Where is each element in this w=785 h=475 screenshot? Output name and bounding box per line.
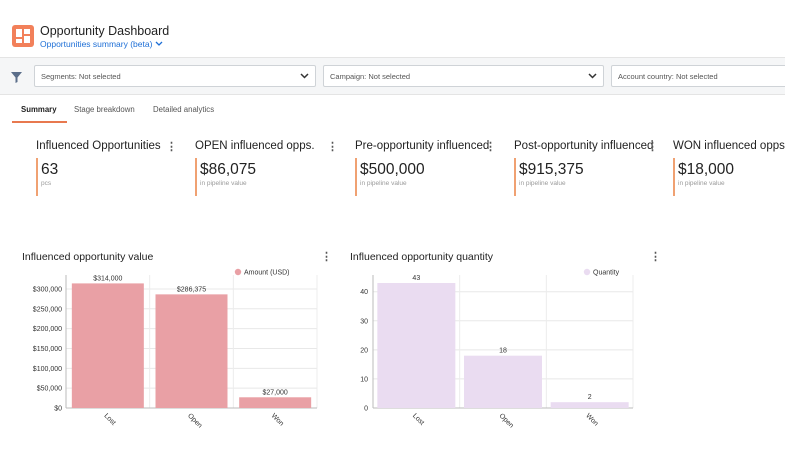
- bar-lost: [377, 283, 456, 408]
- tab-summary[interactable]: Summary: [21, 105, 57, 114]
- tab-detailed-analytics[interactable]: Detailed analytics: [153, 105, 215, 114]
- kpi-title: WON influenced opps.: [673, 140, 785, 152]
- view-selector-label: Opportunities summary (beta): [40, 39, 153, 49]
- segments-select[interactable]: Segments: Not selected: [34, 65, 316, 87]
- y-tick-label: 20: [360, 347, 368, 354]
- kpi-accent-bar: [195, 158, 197, 196]
- dashboard-icon: [12, 25, 34, 47]
- bar-won: [550, 402, 629, 408]
- kpi-unit: in pipeline value: [360, 180, 407, 187]
- y-tick-label: $100,000: [33, 366, 62, 373]
- kpi-influenced-opportunities: Influenced Opportunities ⋮ 63 pcs: [36, 140, 186, 200]
- x-tick-label: Won: [584, 412, 599, 427]
- y-tick-label: $50,000: [37, 386, 62, 393]
- account-country-select[interactable]: Account country: Not selected: [611, 65, 785, 87]
- y-tick-label: $250,000: [33, 306, 62, 313]
- kpi-open-influenced: OPEN influenced opps. ⋮ $86,075 in pipel…: [195, 140, 345, 200]
- data-label: 2: [588, 394, 592, 401]
- bar-open: [464, 355, 542, 408]
- y-tick-label: 0: [364, 406, 368, 413]
- y-tick-label: 40: [360, 289, 368, 296]
- kpi-accent-bar: [673, 158, 675, 196]
- kpi-unit: in pipeline value: [678, 180, 725, 187]
- legend-swatch: [583, 268, 591, 276]
- kpi-accent-bar: [355, 158, 357, 196]
- legend-label: Amount (USD): [244, 270, 290, 277]
- chevron-down-icon: [300, 72, 309, 81]
- x-tick-label: Open: [186, 412, 203, 429]
- y-tick-label: $0: [54, 406, 62, 413]
- y-tick-label: $200,000: [33, 326, 62, 333]
- tab-stage-breakdown[interactable]: Stage breakdown: [74, 105, 135, 114]
- tab-bar: Summary Stage breakdown Detailed analyti…: [0, 95, 785, 125]
- view-selector[interactable]: Opportunities summary (beta): [40, 39, 163, 49]
- kpi-won-influenced: WON influenced opps. $18,000 in pipeline…: [673, 140, 785, 200]
- kpi-title: Post-opportunity influenced: [514, 140, 654, 152]
- segments-select-label: Segments: Not selected: [41, 72, 121, 81]
- kpi-value: $915,375: [519, 161, 584, 178]
- influenced-quantity-chart: 0 10 20 30 40 43 Lost 18 Open 2 Won Quantity: [360, 268, 634, 430]
- account-country-select-label: Account country: Not selected: [618, 72, 718, 81]
- kpi-unit: in pipeline value: [519, 180, 566, 187]
- x-tick-label: Won: [270, 412, 285, 427]
- kpi-title: Pre-opportunity influenced: [355, 140, 490, 152]
- y-tick-label: $300,000: [33, 286, 62, 293]
- bar-lost: [71, 283, 144, 408]
- x-tick-label: Open: [498, 412, 515, 429]
- legend-swatch: [234, 268, 242, 276]
- chart-title-quantity: Influenced opportunity quantity: [350, 251, 494, 263]
- chart-title-value: Influenced opportunity value: [22, 251, 154, 263]
- more-vert-icon[interactable]: ⋮: [650, 251, 661, 263]
- chevron-down-icon: [155, 39, 163, 49]
- data-label: 43: [412, 275, 420, 282]
- legend-label: Quantity: [593, 270, 620, 277]
- data-label: $27,000: [263, 389, 288, 396]
- filter-icon[interactable]: [11, 70, 22, 88]
- page-title: Opportunity Dashboard: [40, 24, 170, 38]
- kpi-unit: in pipeline value: [200, 180, 247, 187]
- kpi-accent-bar: [514, 158, 516, 196]
- kpi-post-opportunity: Post-opportunity influenced ⋮ $915,375 i…: [514, 140, 664, 200]
- x-tick-label: Lost: [102, 412, 116, 426]
- more-vert-icon[interactable]: ⋮: [647, 141, 658, 153]
- kpi-pre-opportunity: Pre-opportunity influenced ⋮ $500,000 in…: [355, 140, 505, 200]
- data-label: $286,375: [177, 286, 206, 293]
- kpi-value: 63: [41, 161, 59, 178]
- influenced-value-chart: $0 $50,000 $100,000 $150,000 $200,000 $250,00…: [33, 268, 318, 430]
- kpi-title: Influenced Opportunities: [36, 140, 161, 152]
- data-label: $314,000: [93, 275, 122, 282]
- more-vert-icon[interactable]: ⋮: [321, 251, 332, 263]
- kpi-value: $18,000: [678, 161, 735, 178]
- kpi-value: $86,075: [200, 161, 257, 178]
- more-vert-icon[interactable]: ⋮: [327, 141, 338, 153]
- y-tick-label: 30: [360, 318, 368, 325]
- kpi-accent-bar: [36, 158, 38, 196]
- bar-won: [239, 397, 312, 408]
- y-tick-label: $150,000: [33, 346, 62, 353]
- kpi-value: $500,000: [360, 161, 425, 178]
- kpi-unit: pcs: [41, 180, 52, 187]
- x-tick-label: Lost: [411, 412, 425, 426]
- active-tab-indicator: [12, 121, 67, 123]
- more-vert-icon[interactable]: ⋮: [166, 141, 177, 153]
- data-label: 18: [499, 348, 507, 355]
- more-vert-icon[interactable]: ⋮: [485, 141, 496, 153]
- chevron-down-icon: [588, 72, 597, 81]
- campaign-select[interactable]: Campaign: Not selected: [323, 65, 604, 87]
- campaign-select-label: Campaign: Not selected: [330, 72, 411, 81]
- filter-bar: Segments: Not selected Campaign: Not sel…: [0, 58, 785, 95]
- bar-open: [155, 294, 228, 408]
- app-header: Opportunity Dashboard Opportunities summ…: [0, 0, 785, 58]
- y-tick-label: 10: [360, 376, 368, 383]
- kpi-title: OPEN influenced opps.: [195, 140, 315, 152]
